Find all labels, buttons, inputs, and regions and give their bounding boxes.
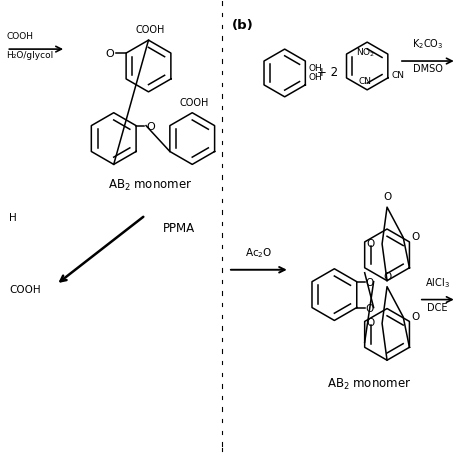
Text: DCE: DCE: [427, 302, 448, 313]
Text: COOH: COOH: [136, 25, 165, 35]
Text: AB$_2$ monomer: AB$_2$ monomer: [327, 377, 411, 392]
Text: AlCl$_3$: AlCl$_3$: [426, 276, 450, 290]
Text: (b): (b): [232, 19, 254, 32]
Text: O: O: [366, 239, 374, 249]
Text: K$_2$CO$_3$: K$_2$CO$_3$: [412, 37, 443, 51]
Text: COOH: COOH: [179, 98, 209, 108]
Text: H₂O/glycol: H₂O/glycol: [6, 51, 53, 60]
Text: PPMA: PPMA: [162, 222, 195, 235]
Text: O: O: [146, 122, 155, 132]
Text: O: O: [383, 192, 391, 202]
Text: O: O: [411, 232, 420, 242]
Text: O: O: [106, 49, 114, 59]
Text: O: O: [366, 319, 374, 328]
Text: COOH: COOH: [6, 32, 33, 41]
Text: + 2: + 2: [318, 66, 338, 79]
Text: O: O: [366, 278, 374, 288]
Text: O: O: [366, 303, 374, 313]
Text: Ac$_2$O: Ac$_2$O: [245, 246, 272, 260]
Text: COOH: COOH: [9, 284, 41, 295]
Text: OH: OH: [308, 64, 322, 73]
Text: O: O: [383, 272, 391, 282]
Text: H: H: [9, 213, 17, 223]
Text: O: O: [411, 312, 420, 322]
Text: OH: OH: [308, 73, 322, 82]
Text: AB$_2$ monomer: AB$_2$ monomer: [108, 178, 193, 194]
Text: CN: CN: [359, 77, 372, 86]
Text: NO$_2$: NO$_2$: [355, 46, 375, 59]
Text: CN: CN: [392, 71, 405, 80]
Text: DMSO: DMSO: [413, 64, 443, 74]
